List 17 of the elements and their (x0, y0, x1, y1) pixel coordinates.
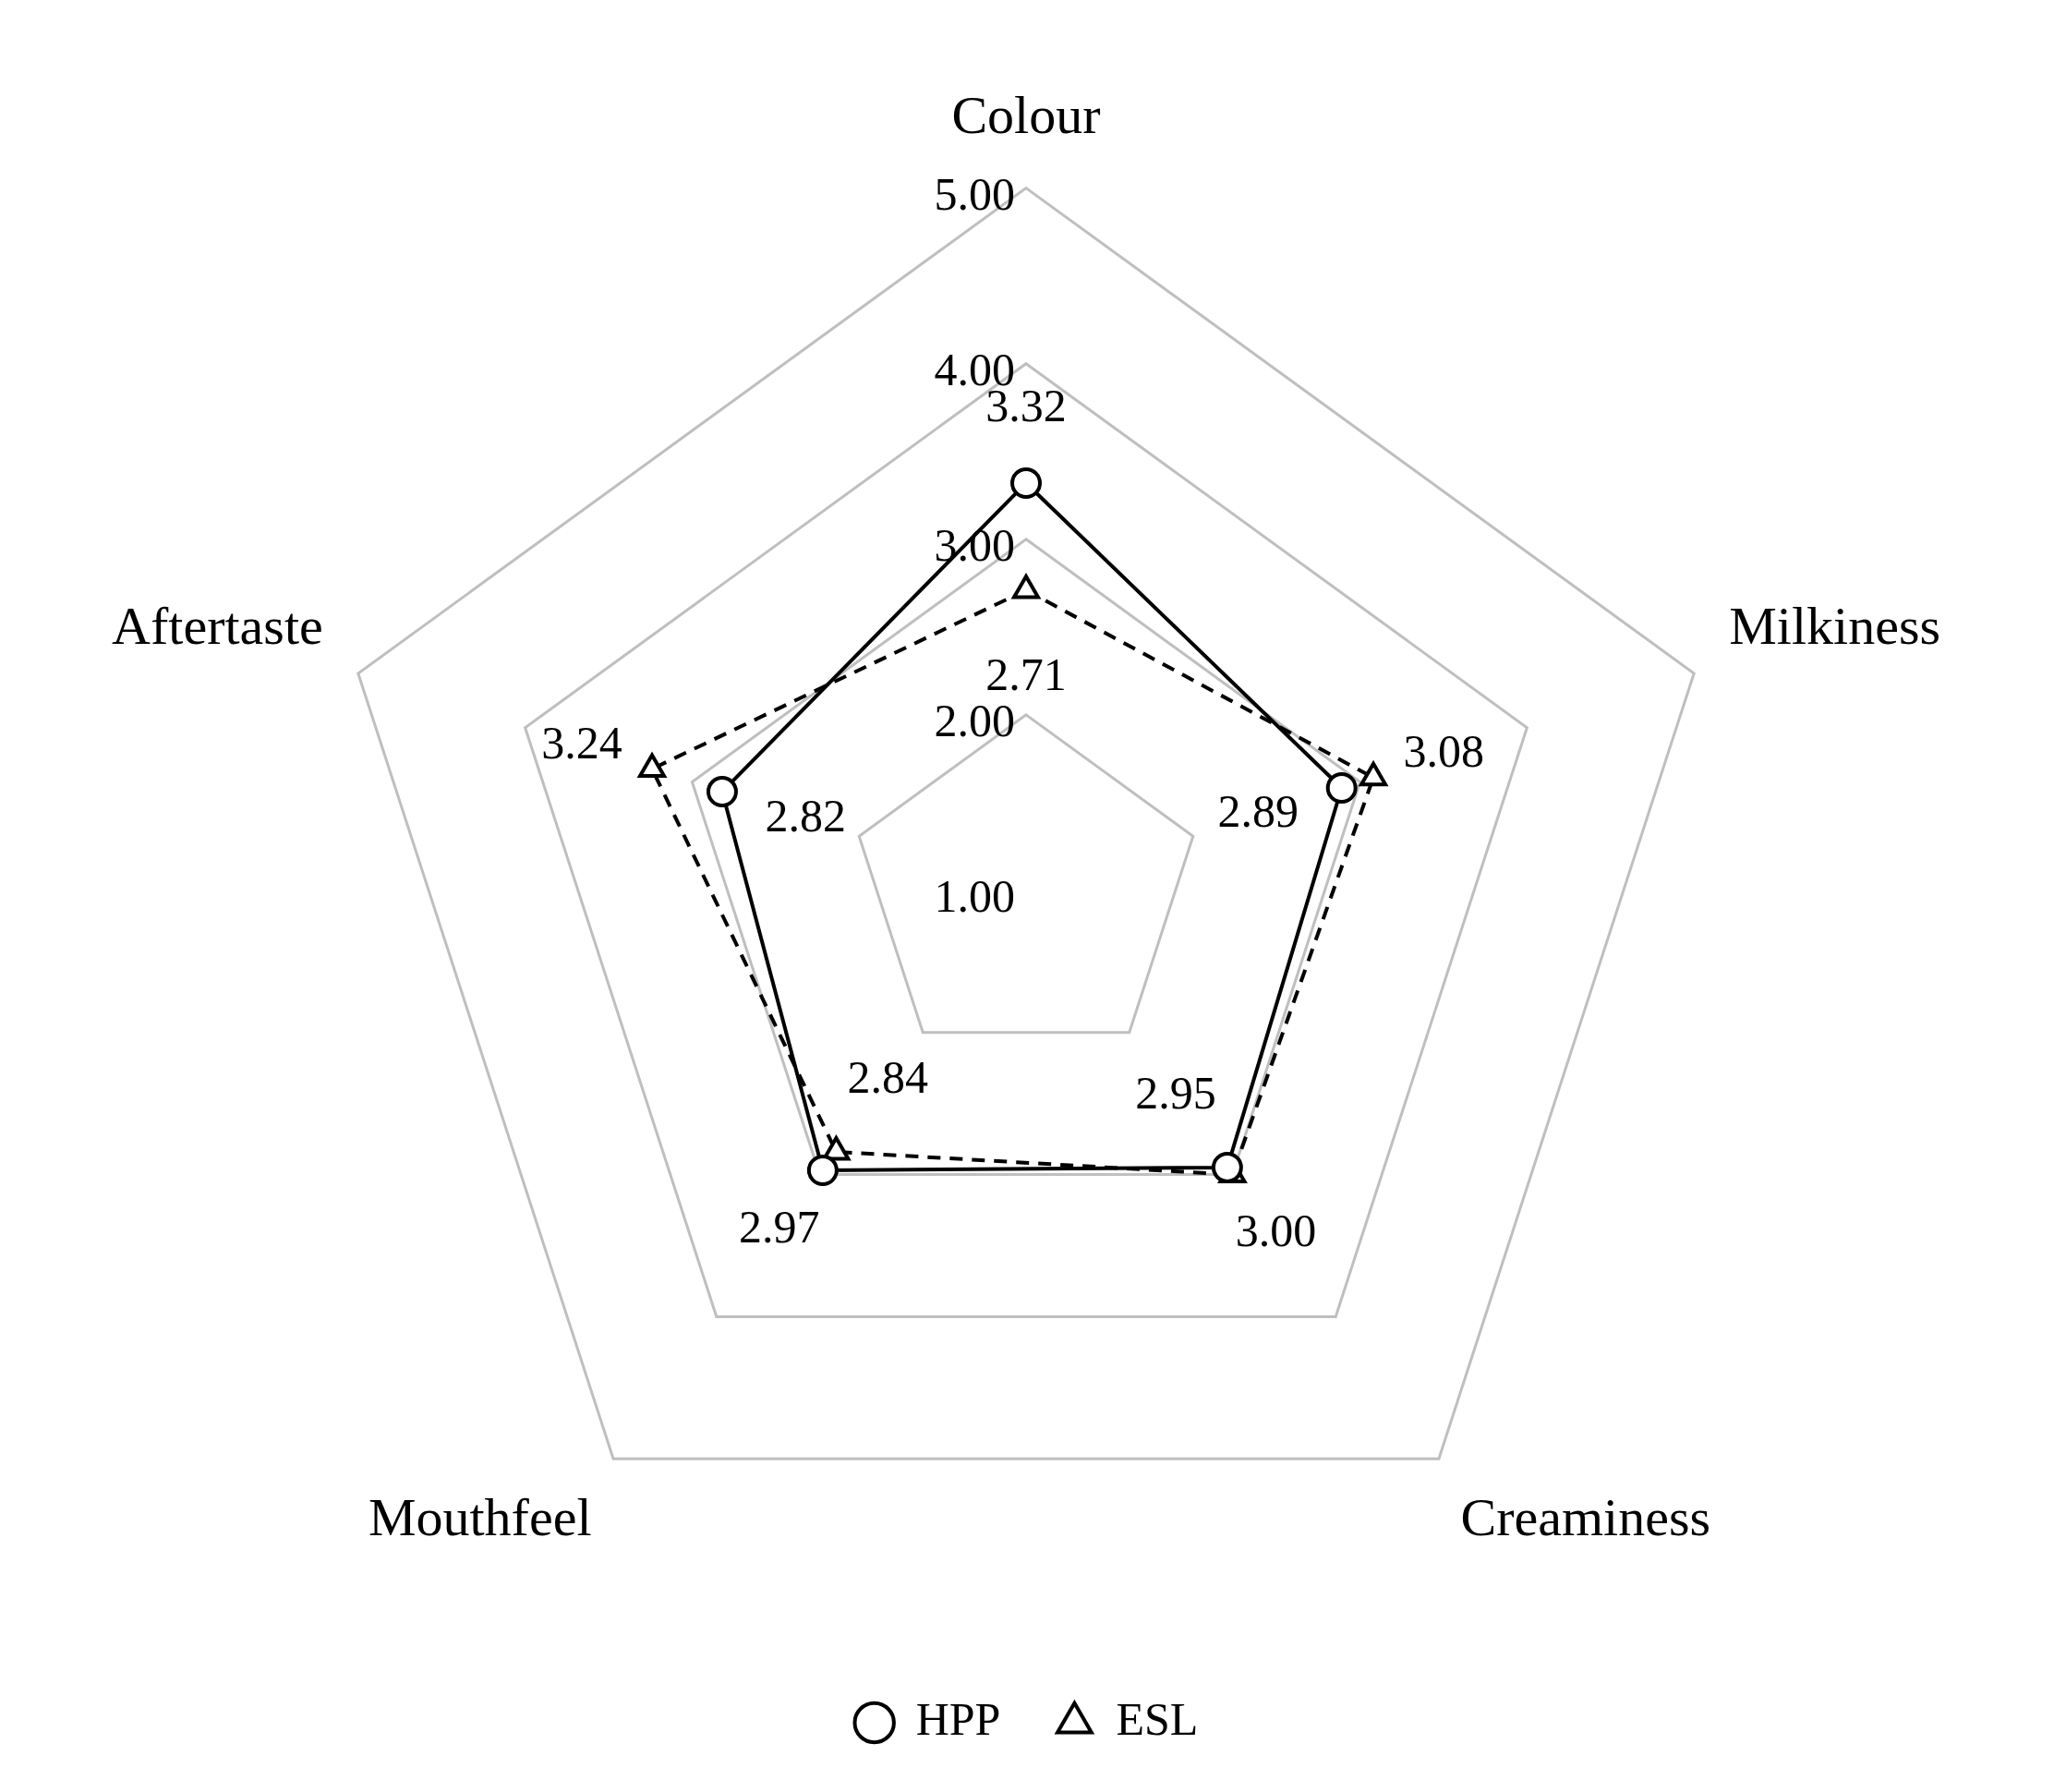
spoke-label: Creaminess (1460, 1486, 1711, 1547)
legend-label: ESL (1116, 1693, 1199, 1746)
data-label: 2.97 (739, 1200, 820, 1253)
y-tick-label: 5.00 (934, 167, 1015, 220)
spoke-label: Colour (951, 85, 1101, 146)
data-label: 3.24 (541, 716, 622, 769)
data-label: 2.82 (765, 789, 847, 842)
data-label: 2.84 (847, 1051, 928, 1104)
y-tick-label: 1.00 (934, 870, 1015, 923)
data-label: 3.00 (1235, 1205, 1317, 1257)
legend-label: HPP (915, 1693, 1001, 1746)
spoke-label: Aftertaste (112, 596, 323, 657)
data-label: 3.08 (1403, 725, 1484, 778)
data-label: 2.95 (1135, 1067, 1216, 1120)
spoke-label: Milkiness (1729, 596, 1941, 657)
spoke-label: Mouthfeel (368, 1486, 592, 1547)
data-label: 2.89 (1217, 785, 1299, 838)
